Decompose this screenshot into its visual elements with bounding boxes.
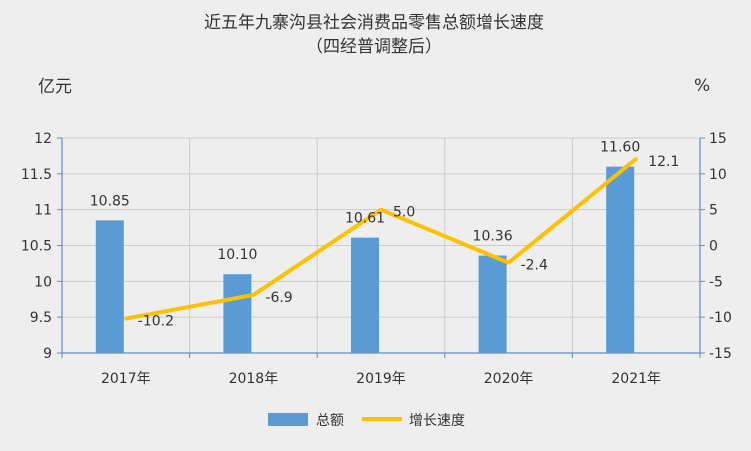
line-value-label: -2.4 bbox=[521, 258, 548, 274]
line-value-label: -6.9 bbox=[265, 290, 292, 306]
chart-title: 近五年九寨沟县社会消费品零售总额增长速度 bbox=[204, 13, 544, 33]
bar bbox=[95, 220, 124, 353]
legend-label-line: 增长速度 bbox=[409, 413, 465, 429]
right-axis-tick-label: 5 bbox=[709, 203, 718, 219]
x-axis-tick-label: 2020年 bbox=[484, 371, 534, 387]
bar-value-label: 10.61 bbox=[345, 211, 385, 227]
right-axis-tick-label: -5 bbox=[709, 274, 723, 290]
bar-value-label: 10.85 bbox=[90, 193, 130, 209]
right-axis-tick-label: 0 bbox=[709, 239, 718, 255]
legend-swatch-bar bbox=[268, 413, 308, 426]
right-axis-tick-label: -10 bbox=[709, 310, 732, 326]
left-axis-tick-label: 12 bbox=[34, 131, 52, 147]
bar bbox=[223, 274, 252, 353]
left-axis-tick-label: 11 bbox=[34, 203, 52, 219]
left-axis-unit: 亿元 bbox=[38, 77, 72, 97]
axes: 9 9.5 10 10.5 11 11.5 12 -15 -10 -5 0 5 10 15 2017年 201… bbox=[21, 131, 732, 387]
data-labels: 10.85 10.10 10.61 10.36 11.60 -10.2 -6.9 5.0 -2.… bbox=[90, 140, 680, 330]
chart-subtitle: （四经普调整后） bbox=[306, 37, 442, 57]
bar bbox=[351, 237, 379, 353]
line-value-label: 12.1 bbox=[648, 154, 679, 170]
bar-value-label: 10.36 bbox=[473, 229, 513, 245]
right-axis-tick-label: -15 bbox=[709, 346, 732, 362]
left-axis-tick-label: 10.5 bbox=[21, 239, 52, 255]
x-axis-tick-label: 2017年 bbox=[101, 371, 151, 387]
left-axis-tick-label: 10 bbox=[34, 274, 52, 290]
bar bbox=[606, 166, 635, 353]
bar-value-label: 11.60 bbox=[600, 140, 640, 156]
line-point bbox=[634, 157, 638, 161]
line-point bbox=[507, 261, 511, 265]
x-axis-tick-label: 2019年 bbox=[356, 371, 406, 387]
x-axis-tick-label: 2018年 bbox=[229, 371, 279, 387]
line-value-label: -10.2 bbox=[138, 314, 174, 330]
bar-value-label: 10.10 bbox=[217, 247, 257, 263]
growth-line bbox=[125, 157, 638, 321]
x-axis-tick-label: 2021年 bbox=[611, 371, 661, 387]
line-point bbox=[124, 317, 128, 321]
line-value-label: 5.0 bbox=[393, 205, 415, 221]
legend: 总额 增长速度 bbox=[268, 413, 465, 429]
bar bbox=[478, 255, 507, 353]
line-point bbox=[251, 293, 255, 297]
line-series bbox=[124, 157, 638, 321]
right-axis-tick-label: 15 bbox=[709, 131, 727, 147]
line-point bbox=[379, 208, 383, 212]
left-axis-tick-label: 9.5 bbox=[30, 310, 52, 326]
gridlines bbox=[62, 137, 700, 353]
right-axis-tick-label: 10 bbox=[709, 167, 727, 183]
left-axis-tick-label: 9 bbox=[43, 346, 52, 362]
left-axis-tick-label: 11.5 bbox=[21, 167, 52, 183]
legend-label-bar: 总额 bbox=[316, 413, 344, 429]
bar-series bbox=[95, 166, 635, 353]
right-axis-unit: % bbox=[694, 76, 710, 96]
